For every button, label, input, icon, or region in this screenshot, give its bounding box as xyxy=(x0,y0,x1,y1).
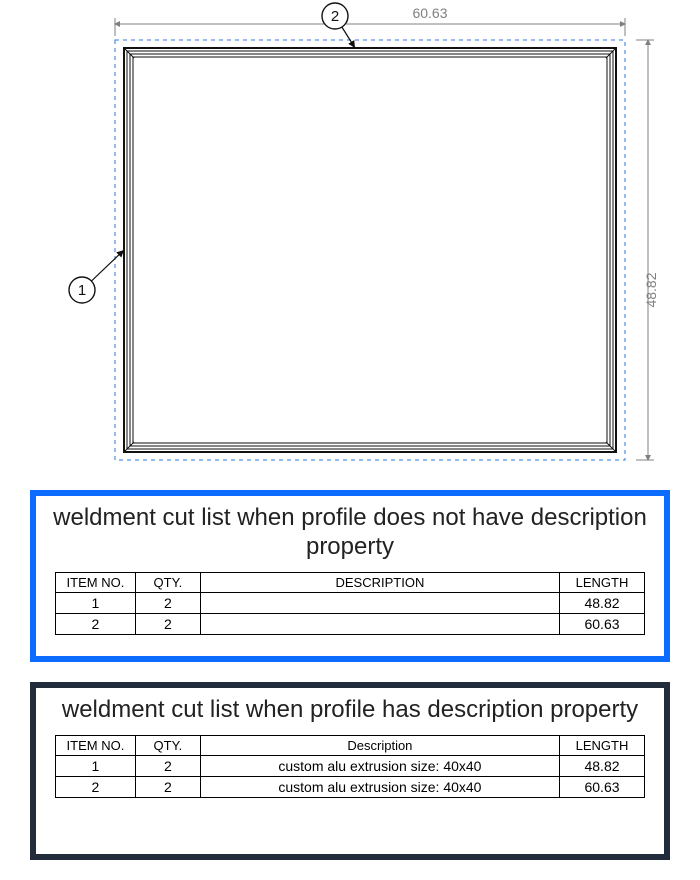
table-cell: 2 xyxy=(135,613,200,634)
table-cell: 2 xyxy=(135,592,200,613)
table-cell: custom alu extrusion size: 40x40 xyxy=(200,755,559,776)
panel-with-desc: weldment cut list when profile has descr… xyxy=(30,682,670,860)
table-cell xyxy=(200,592,559,613)
table-header: ITEM NO. xyxy=(56,735,136,755)
table-cell: 1 xyxy=(56,755,136,776)
table-cell: 48.82 xyxy=(560,592,645,613)
table-cell: 2 xyxy=(135,755,200,776)
panel-without-desc: weldment cut list when profile does not … xyxy=(30,490,670,662)
table-cell: 60.63 xyxy=(560,613,645,634)
balloon-2-label: 2 xyxy=(331,8,339,25)
table-cell: 48.82 xyxy=(560,755,645,776)
frame-profile xyxy=(127,51,613,449)
selection-outline xyxy=(115,40,625,460)
table-header: Description xyxy=(200,735,559,755)
balloon-1-label: 1 xyxy=(78,282,86,299)
table-header: LENGTH xyxy=(560,735,645,755)
frame-profile xyxy=(133,57,607,443)
table-row: 12custom alu extrusion size: 40x4048.82 xyxy=(56,755,645,776)
panel-title: weldment cut list when profile does not … xyxy=(52,504,648,562)
dimension-width-label: 60.63 xyxy=(412,5,447,21)
table-cell: 2 xyxy=(135,776,200,797)
dimension-height-label: 48.82 xyxy=(643,272,659,307)
cut-list-table: ITEM NO.QTY.DESCRIPTIONLENGTH 12 48.82 22 60… xyxy=(55,572,645,635)
table-cell: 2 xyxy=(56,613,136,634)
table-cell: 60.63 xyxy=(560,776,645,797)
cut-list-table: ITEM NO.QTY.DescriptionLENGTH12custom al… xyxy=(55,735,645,798)
table-row: 12 48.82 xyxy=(56,592,645,613)
table-cell: 1 xyxy=(56,592,136,613)
frame-profile xyxy=(124,48,616,452)
table-cell xyxy=(200,613,559,634)
frame-profile xyxy=(130,54,610,446)
table-header: LENGTH xyxy=(560,572,645,592)
table-header: DESCRIPTION xyxy=(200,572,559,592)
table-header: ITEM NO. xyxy=(56,572,136,592)
table-header: QTY. xyxy=(135,735,200,755)
table-cell: custom alu extrusion size: 40x40 xyxy=(200,776,559,797)
panel-title: weldment cut list when profile has descr… xyxy=(52,696,648,725)
table-row: 22 60.63 xyxy=(56,613,645,634)
table-row: 22custom alu extrusion size: 40x4060.63 xyxy=(56,776,645,797)
table-cell: 2 xyxy=(56,776,136,797)
table-header: QTY. xyxy=(135,572,200,592)
technical-drawing: 60.63 48.82 1 2 xyxy=(0,0,700,480)
